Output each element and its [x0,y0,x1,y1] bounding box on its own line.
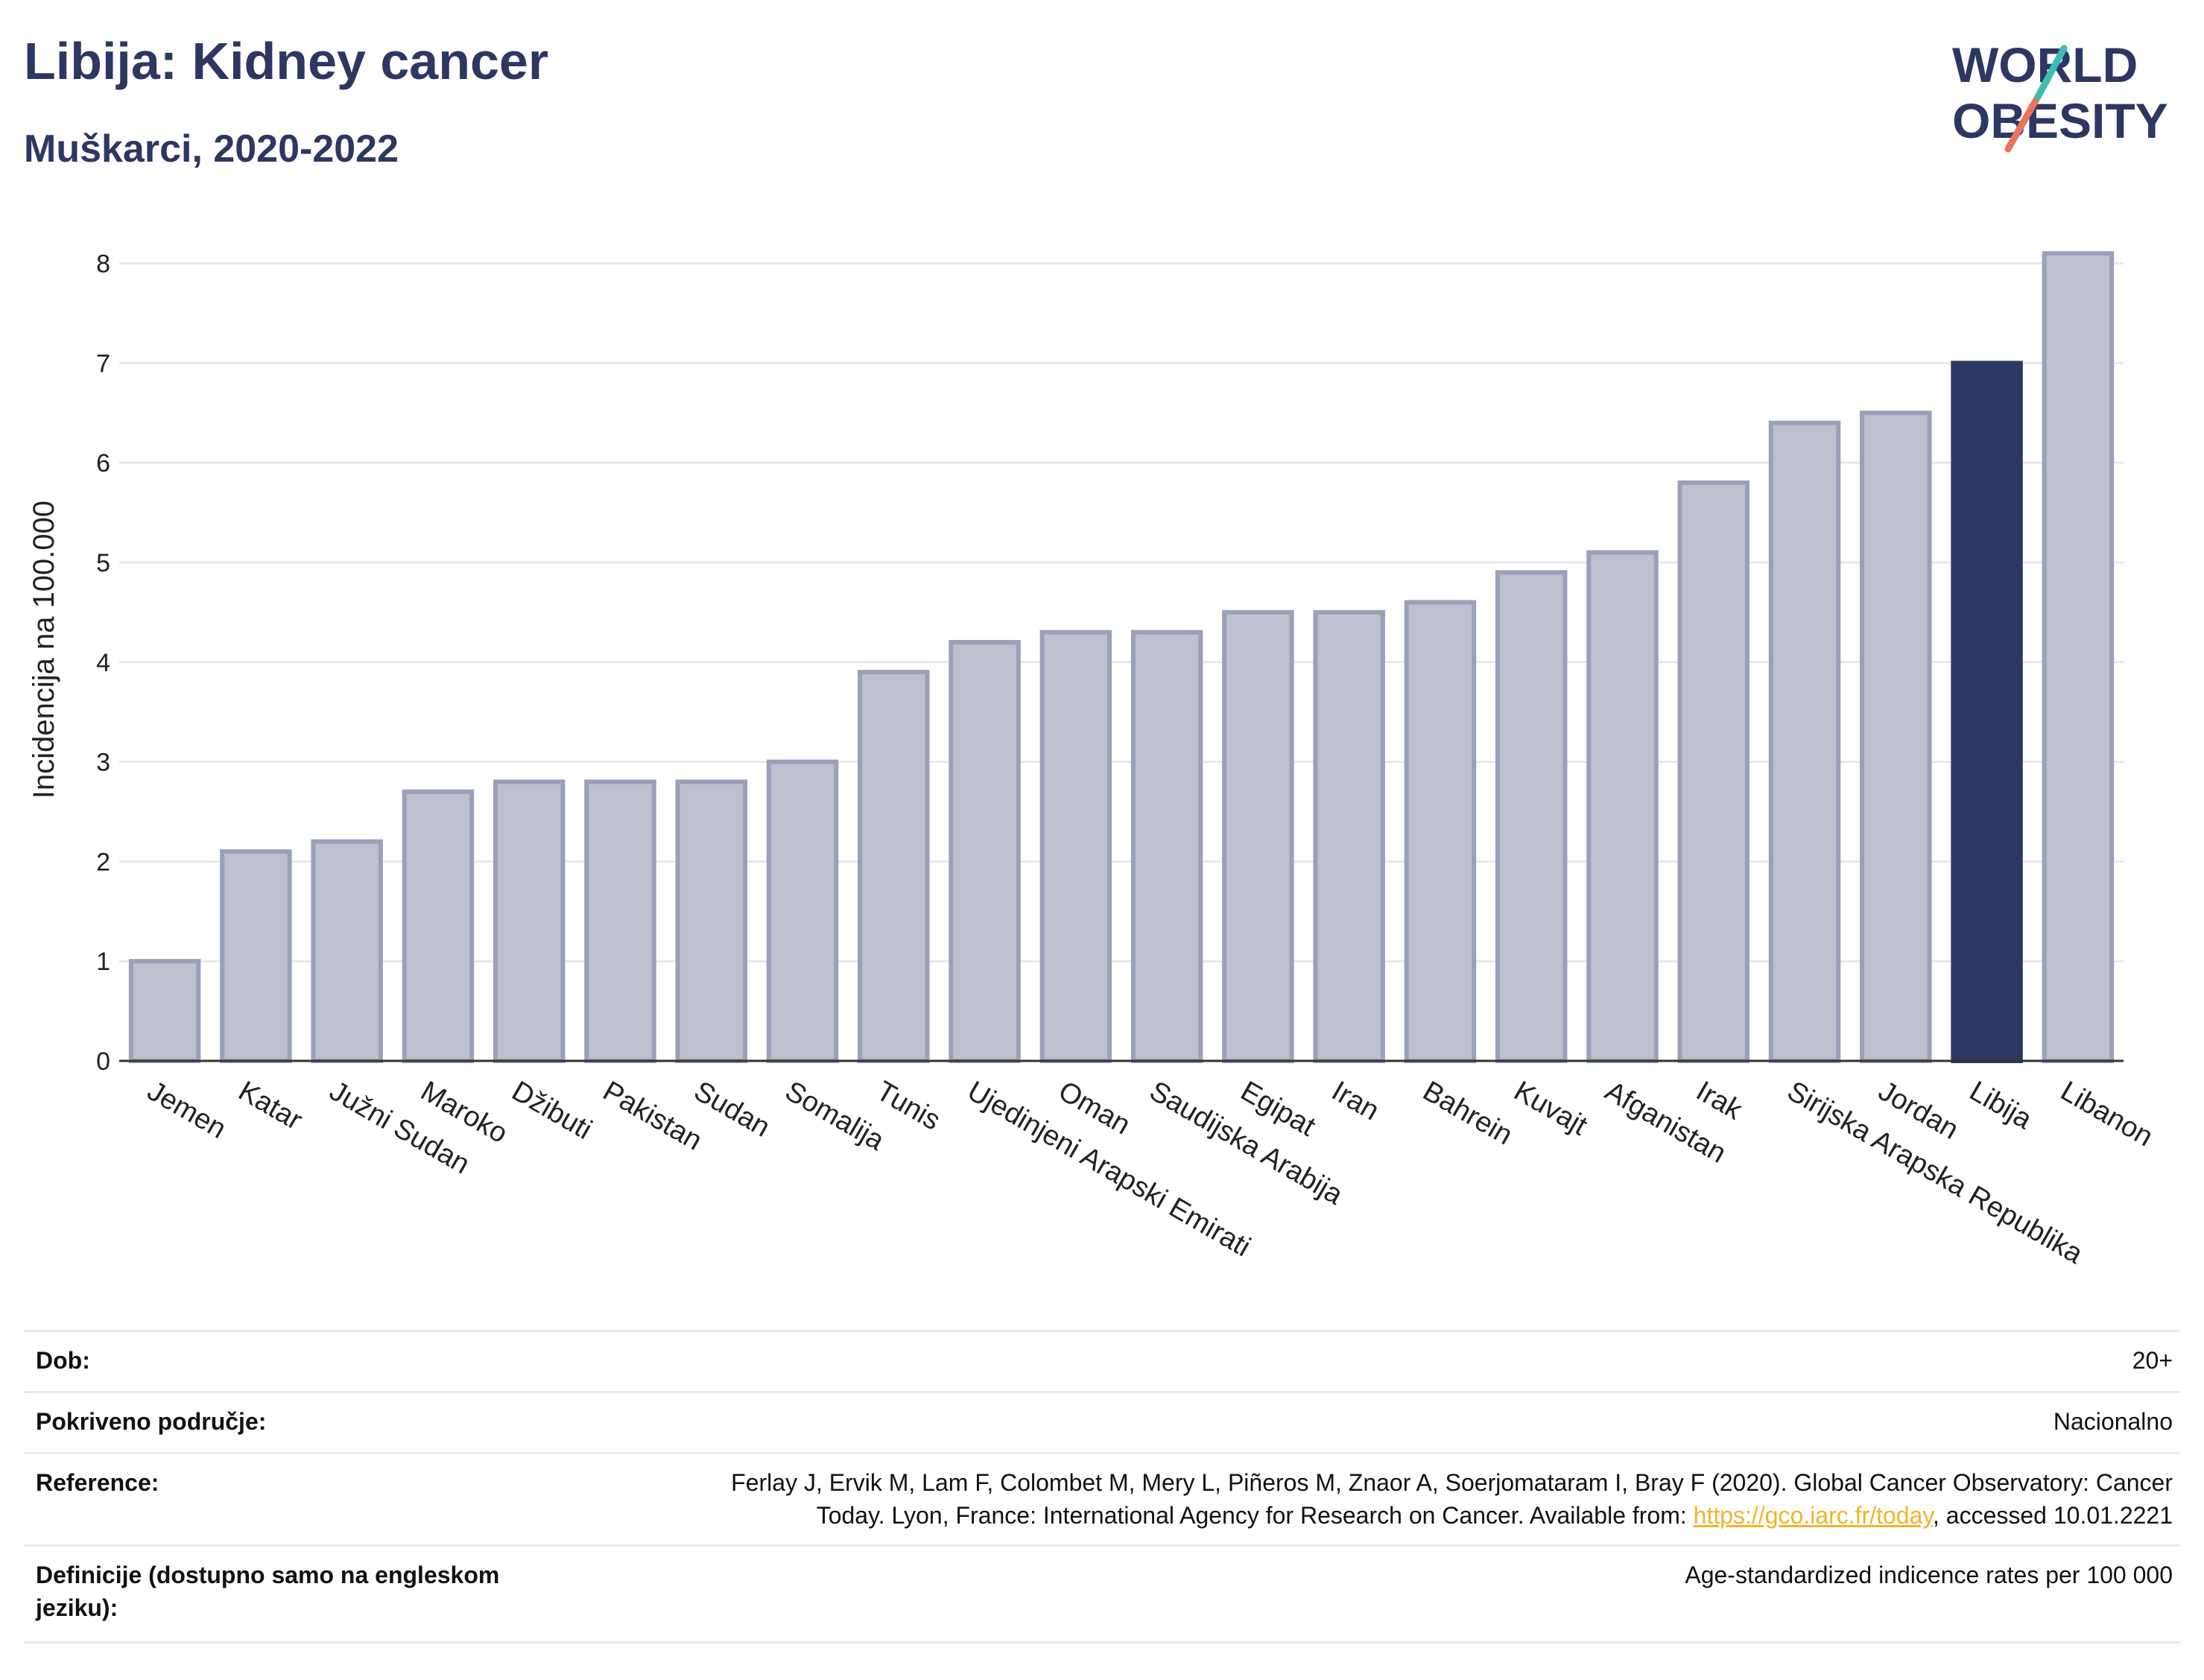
info-row-definition: Definicije (dostupno samo na engleskom j… [24,1544,2180,1643]
chart-subtitle: Muškarci, 2020-2022 [24,127,399,171]
y-tick-label: 7 [96,349,110,378]
bar-jemen [128,959,201,1063]
definition-label: Definicije (dostupno samo na engleskom j… [36,1562,500,1621]
y-tick-label: 1 [96,948,110,976]
x-tick-label: Somalija [780,1075,890,1157]
bar-libija [1951,361,2023,1064]
y-axis-ticks: 0 1 2 3 4 5 6 7 8 [96,250,110,1076]
reference-line2: Today. Lyon, France: International Agenc… [816,1502,2173,1529]
bar-libanon [2042,251,2115,1064]
bar-sirijska-arapska-republika [1768,420,1841,1063]
age-label: Dob: [36,1347,90,1374]
logo-slash-upper [2034,45,2068,101]
x-tick-label: Bahrein [1417,1075,1517,1151]
y-tick-label: 5 [96,549,110,577]
bar-chart: 0 1 2 3 4 5 6 7 8 Jemen Katar Južni SudanMarokoDži… [28,250,2159,1271]
bar-saudijska-arabija [1130,630,1203,1063]
y-tick-label: 6 [96,449,110,478]
world-obesity-logo: WORLD OBESITY [1937,30,2183,160]
coverage-value: Nacionalno [2053,1408,2173,1435]
info-row-end [24,1641,2180,1643]
bar-irak [1677,480,1750,1063]
bar-iran [1313,609,1385,1063]
bar-tunis [858,670,930,1063]
reference-value: Ferlay J, Ervik M, Lam F, Colombet M, Me… [608,1466,2173,1532]
bar-ju-ni-sudan [311,839,383,1063]
y-tick-label: 3 [96,749,110,777]
bars [128,251,2115,1064]
reference-link[interactable]: https://gco.iarc.fr/today [1693,1502,1933,1529]
bar-bahrein [1404,600,1477,1063]
x-tick-label: Libija [1964,1075,2038,1135]
bar-maroko [402,789,475,1063]
x-tick-label: Libanon [2055,1075,2158,1153]
bar-oman [1039,630,1112,1063]
bar-somalija [766,759,839,1063]
info-row-age: Dob: 20+ [24,1330,2180,1392]
x-tick-label: Pakistan [598,1075,707,1156]
info-row-reference: Reference: Ferlay J, Ervik M, Lam F, Col… [24,1452,2180,1545]
y-tick-label: 8 [96,250,110,279]
reference-line1: Ferlay J, Ervik M, Lam F, Colombet M, Me… [731,1469,2173,1496]
y-axis-label: Incidencija na 100.000 [28,501,60,799]
x-tick-label: Kuvajt [1509,1075,1593,1141]
bar-katar [220,849,292,1063]
x-tick-label: Jemen [142,1075,232,1144]
bar-afganistan [1586,550,1659,1063]
logo-slash-lower [2004,93,2042,153]
bar-jordan [1860,411,1932,1063]
y-tick-label: 2 [96,848,110,876]
bar-kuvajt [1495,570,1568,1063]
y-tick-label: 4 [96,649,110,677]
age-value: 20+ [2132,1347,2173,1374]
y-tick-label: 0 [96,1047,110,1076]
x-tick-label: Irak [1691,1075,1748,1126]
bar-egipat [1222,609,1294,1063]
x-tick-label: Džibuti [507,1075,598,1145]
chart-title: Libija: Kidney cancer [24,32,549,90]
logo-line2: OBESITY [1952,93,2168,148]
bar-ujedinjeni-arapski-emirati [949,640,1021,1063]
bar-d-ibuti [493,779,566,1064]
reference-label: Reference: [36,1469,159,1496]
info-row-coverage: Pokriveno područje: Nacionalno [24,1391,2180,1453]
bar-pakistan [584,779,656,1064]
definition-value: Age-standardized indicence rates per 100… [1685,1562,2173,1588]
bar-sudan [675,779,748,1064]
coverage-label: Pokriveno područje: [36,1408,267,1435]
x-tick-label: Katar [233,1075,308,1136]
x-tick-label: Iran [1326,1075,1384,1126]
